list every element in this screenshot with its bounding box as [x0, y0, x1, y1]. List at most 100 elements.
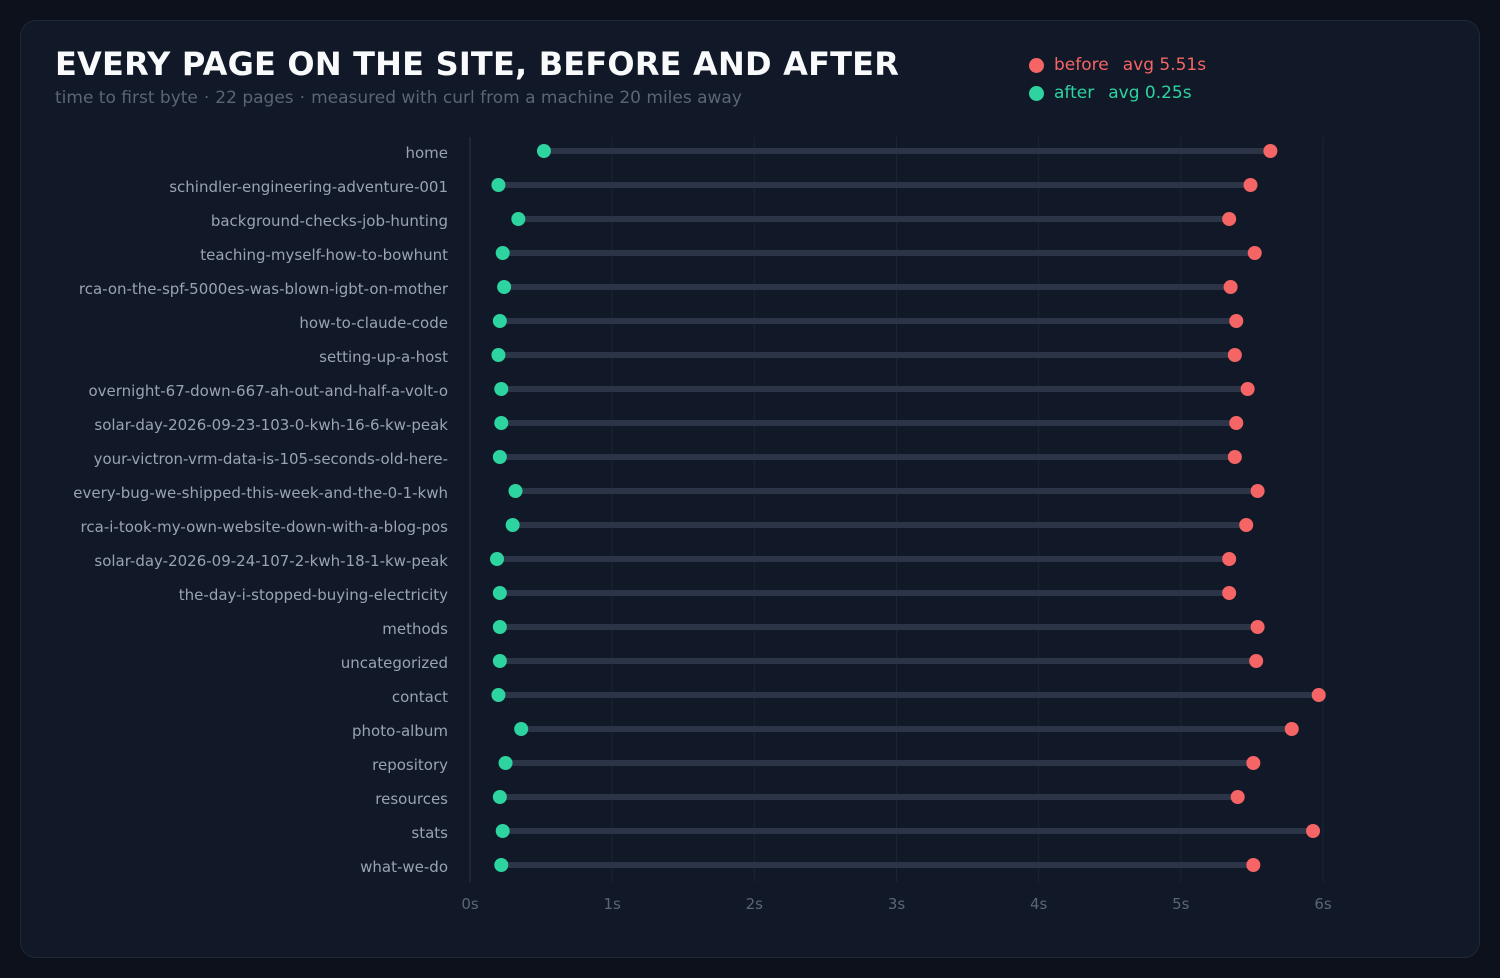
before-point: [1230, 790, 1245, 804]
after-point: [505, 518, 520, 532]
data-row: schindler-engineering-adventure-001: [169, 178, 1258, 196]
category-label: resources: [375, 790, 448, 808]
data-row: repository: [372, 756, 1261, 774]
before-point: [1311, 688, 1326, 702]
before-point: [1222, 552, 1237, 566]
after-point: [491, 178, 506, 192]
after-point: [491, 348, 506, 362]
category-label: repository: [372, 756, 448, 774]
after-point: [492, 620, 507, 634]
data-row: methods: [382, 620, 1265, 638]
subtitle-method: measured with curl from a machine 20 mil…: [311, 88, 742, 108]
before-point: [1227, 450, 1242, 464]
x-tick-label: 4s: [1030, 895, 1048, 913]
before-point: [1240, 382, 1255, 396]
chart-subtitle: time to first byte · 22 pages · measured wit…: [55, 88, 742, 108]
before-point: [1306, 824, 1321, 838]
data-row: home: [405, 144, 1278, 162]
category-label: setting-up-a-host: [319, 348, 448, 366]
after-point: [511, 212, 526, 226]
category-label: teaching-myself-how-to-bowhunt: [200, 246, 448, 264]
data-row: what-we-do: [360, 858, 1261, 876]
subtitle-separator: ·: [203, 88, 210, 108]
category-label: solar-day-2026-09-24-107-2-kwh-18-1-kw-p…: [94, 552, 448, 570]
after-point: [495, 246, 510, 260]
after-point: [514, 722, 529, 736]
category-label: contact: [392, 688, 448, 706]
after-point: [498, 756, 513, 770]
category-label: methods: [382, 620, 448, 638]
after-point: [492, 654, 507, 668]
data-row: how-to-claude-code: [299, 314, 1244, 332]
data-row: stats: [411, 824, 1321, 842]
after-point: [495, 824, 510, 838]
category-label: the-day-i-stopped-buying-electricity: [179, 586, 448, 604]
x-tick-label: 3s: [888, 895, 906, 913]
category-label: your-victron-vrm-data-is-105-seconds-old…: [94, 450, 448, 468]
legend-label-after: after: [1054, 83, 1095, 103]
category-label: home: [405, 144, 448, 162]
before-point: [1250, 484, 1265, 498]
data-row: resources: [375, 790, 1245, 808]
before-point: [1222, 586, 1237, 600]
legend-avg-after: avg 0.25s: [1108, 83, 1192, 103]
data-row: solar-day-2026-09-23-103-0-kwh-16-6-kw-p…: [94, 416, 1244, 434]
category-label: background-checks-job-hunting: [211, 212, 448, 230]
data-row: teaching-myself-how-to-bowhunt: [200, 246, 1262, 264]
after-point: [494, 382, 509, 396]
before-point: [1223, 280, 1238, 294]
after-point: [492, 450, 507, 464]
before-point: [1239, 518, 1254, 532]
after-point: [492, 586, 507, 600]
chart-title: EVERY PAGE ON THE SITE, BEFORE AND AFTER: [55, 45, 900, 83]
data-row: solar-day-2026-09-24-107-2-kwh-18-1-kw-p…: [94, 552, 1237, 570]
category-label: schindler-engineering-adventure-001: [169, 178, 448, 196]
subtitle-count: 22 pages: [215, 88, 294, 108]
data-row: background-checks-job-hunting: [211, 212, 1237, 230]
after-point: [492, 790, 507, 804]
data-row: rca-on-the-spf-5000es-was-blown-igbt-on-…: [79, 280, 1238, 298]
before-point: [1246, 858, 1261, 872]
category-label: uncategorized: [341, 654, 448, 672]
after-point: [492, 314, 507, 328]
before-point: [1229, 314, 1244, 328]
after-point: [494, 416, 509, 430]
category-label: how-to-claude-code: [299, 314, 448, 332]
after-point: [536, 144, 551, 158]
after-point: [491, 688, 506, 702]
x-tick-label: 1s: [603, 895, 621, 913]
data-row: setting-up-a-host: [319, 348, 1242, 366]
legend-dot-after: [1029, 85, 1044, 101]
category-label: photo-album: [352, 722, 448, 740]
data-row: rca-i-took-my-own-website-down-with-a-bl…: [81, 518, 1254, 536]
category-label: every-bug-we-shipped-this-week-and-the-0…: [73, 484, 448, 502]
category-label: overnight-67-down-667-ah-out-and-half-a-…: [88, 382, 448, 400]
before-point: [1247, 246, 1262, 260]
data-row: your-victron-vrm-data-is-105-seconds-old…: [94, 450, 1242, 468]
before-point: [1229, 416, 1244, 430]
before-point: [1284, 722, 1299, 736]
data-row: every-bug-we-shipped-this-week-and-the-0…: [73, 484, 1265, 502]
x-tick-label: 2s: [746, 895, 764, 913]
category-label: what-we-do: [360, 858, 448, 876]
after-point: [497, 280, 512, 294]
data-row: uncategorized: [341, 654, 1264, 672]
after-point: [490, 552, 505, 566]
legend-label-before: before: [1054, 55, 1109, 75]
before-point: [1243, 178, 1258, 192]
before-point: [1222, 212, 1237, 226]
before-point: [1263, 144, 1278, 158]
category-label: stats: [411, 824, 448, 842]
x-tick-label: 0s: [461, 895, 479, 913]
before-point: [1227, 348, 1242, 362]
data-row: photo-album: [352, 722, 1299, 740]
legend-item-before: before avg 5.51s: [1029, 51, 1206, 79]
data-row: the-day-i-stopped-buying-electricity: [179, 586, 1237, 604]
before-point: [1250, 620, 1265, 634]
category-label: solar-day-2026-09-23-103-0-kwh-16-6-kw-p…: [94, 416, 448, 434]
x-tick-label: 5s: [1172, 895, 1190, 913]
category-label: rca-on-the-spf-5000es-was-blown-igbt-on-…: [79, 280, 449, 298]
data-row: overnight-67-down-667-ah-out-and-half-a-…: [88, 382, 1255, 400]
legend-avg-before: avg 5.51s: [1122, 55, 1207, 75]
